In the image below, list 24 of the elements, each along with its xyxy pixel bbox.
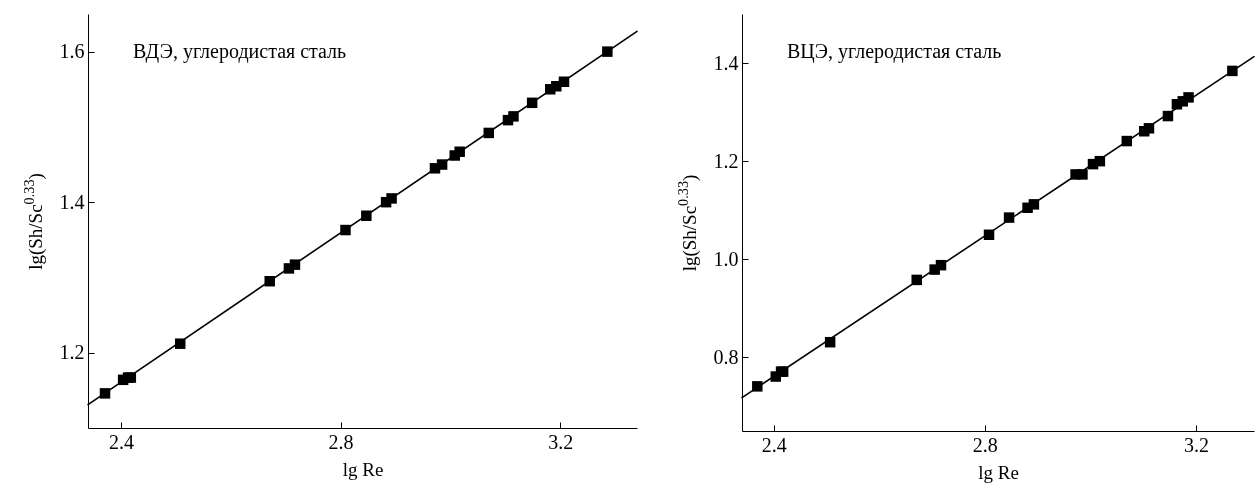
x-tick-label: 2.8: [328, 430, 354, 453]
y-tick-label: 0.8: [713, 345, 739, 368]
point: [1183, 92, 1194, 103]
annotation: ВДЭ, углеродистая сталь: [133, 40, 347, 63]
point: [1077, 169, 1088, 180]
point: [386, 193, 397, 204]
y-tick-label: 1.4: [713, 51, 739, 74]
x-axis-title: lg Re: [978, 461, 1019, 483]
y-tick-label: 1.6: [59, 40, 85, 63]
y-tick-label: 1.0: [713, 247, 739, 270]
point: [752, 381, 763, 392]
annotation: ВЦЭ, углеродистая сталь: [787, 40, 1002, 63]
x-tick-label: 3.2: [548, 430, 574, 453]
x-tick-label: 2.4: [761, 433, 787, 456]
y-tick-label: 1.2: [713, 149, 739, 172]
x-tick-label: 2.8: [972, 433, 998, 456]
point: [361, 210, 372, 221]
y-tick-label: 1.2: [59, 341, 85, 364]
point: [508, 111, 519, 122]
x-tick-label: 2.4: [108, 430, 134, 453]
y-tick-label: 1.4: [59, 190, 85, 213]
point: [602, 46, 613, 57]
x-axis-title: lg Re: [342, 458, 384, 480]
x-tick-label: 3.2: [1183, 433, 1209, 456]
